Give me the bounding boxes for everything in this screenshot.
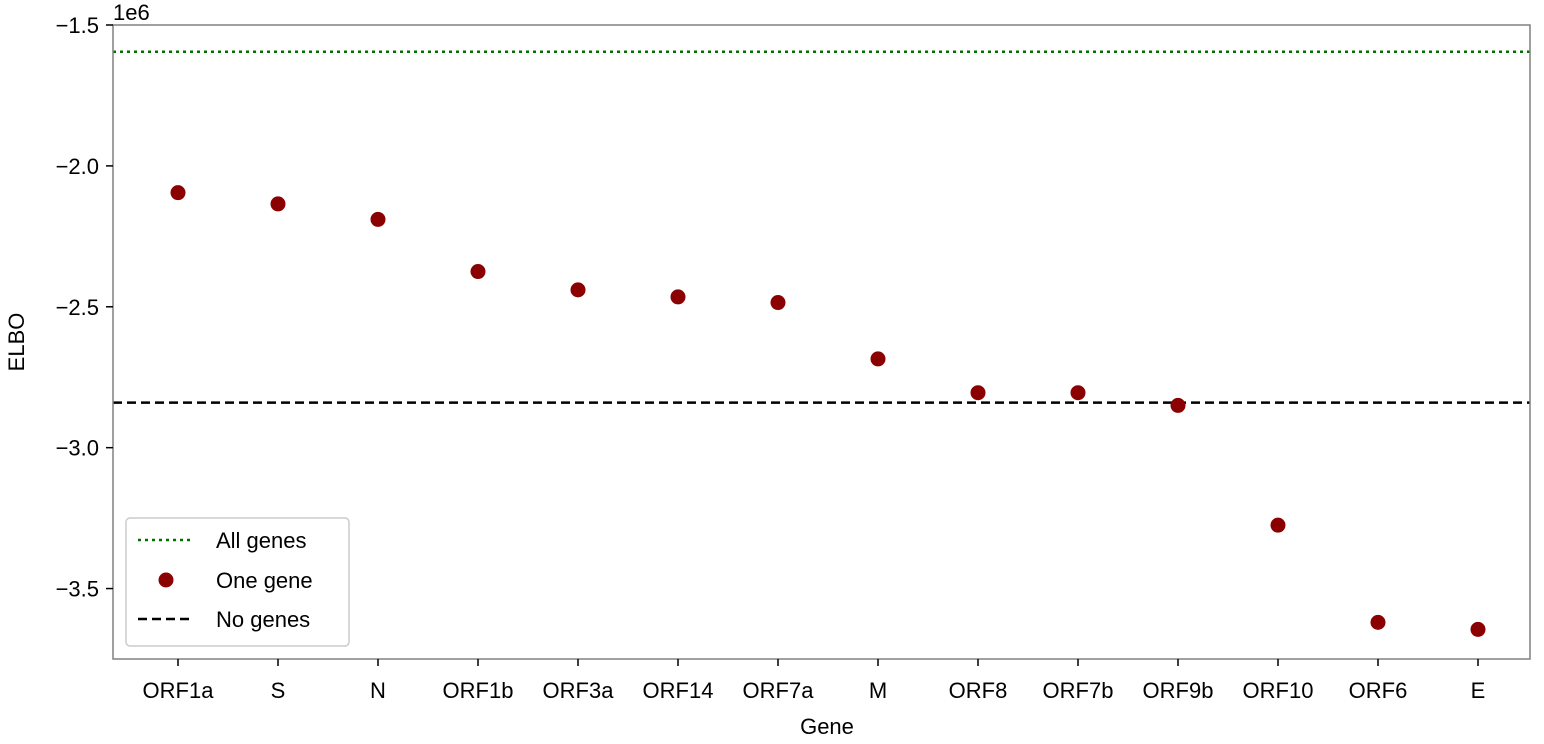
data-points <box>170 185 1486 637</box>
point-orf14 <box>670 289 686 305</box>
point-orf7b <box>1070 385 1086 401</box>
point-orf3a <box>570 282 586 298</box>
x-tick-label: ORF1a <box>143 678 215 703</box>
y-axis: −1.5 −2.0 −2.5 −3.0 −3.5 <box>56 13 113 602</box>
x-tick-label: ORF6 <box>1349 678 1408 703</box>
x-tick-label: S <box>271 678 286 703</box>
point-orf6 <box>1370 614 1386 630</box>
x-tick-label: ORF9b <box>1143 678 1214 703</box>
legend-swatch-one-gene <box>158 572 174 588</box>
point-orf1a <box>170 185 186 201</box>
x-tick-label: ORF7b <box>1043 678 1114 703</box>
y-axis-title: ELBO <box>4 313 29 372</box>
point-orf7a <box>770 295 786 311</box>
x-axis-title: Gene <box>800 714 854 739</box>
point-orf8 <box>970 385 986 401</box>
point-e <box>1470 621 1486 637</box>
x-tick-label: E <box>1471 678 1486 703</box>
x-tick-label: ORF7a <box>743 678 815 703</box>
x-axis: ORF1a S N ORF1b ORF3a ORF14 ORF7a M ORF8 ORF7b ORF… <box>143 659 1486 703</box>
y-offset-label: 1e6 <box>113 0 150 25</box>
y-tick-label: −2.0 <box>56 154 99 179</box>
legend-label-all-genes: All genes <box>216 528 307 553</box>
x-tick-label: M <box>869 678 887 703</box>
plot-frame <box>112 24 1531 660</box>
x-tick-label: ORF3a <box>543 678 615 703</box>
x-tick-label: ORF14 <box>643 678 714 703</box>
point-orf1b <box>470 264 486 280</box>
point-n <box>370 211 386 227</box>
legend-label-no-genes: No genes <box>216 607 310 632</box>
x-tick-label: N <box>370 678 386 703</box>
legend-label-one-gene: One gene <box>216 568 313 593</box>
x-tick-label: ORF1b <box>443 678 514 703</box>
y-tick-label: −1.5 <box>56 13 99 38</box>
y-tick-label: −3.5 <box>56 577 99 602</box>
y-tick-label: −2.5 <box>56 295 99 320</box>
legend: All genes One gene No genes <box>125 517 350 647</box>
point-orf10 <box>1270 517 1286 533</box>
x-tick-label: ORF8 <box>949 678 1008 703</box>
reference-lines <box>113 50 1530 404</box>
point-s <box>270 196 286 212</box>
point-m <box>870 351 886 367</box>
point-orf9b <box>1170 397 1186 413</box>
y-tick-label: −3.0 <box>56 436 99 461</box>
x-tick-label: ORF10 <box>1243 678 1314 703</box>
legend-box <box>125 517 350 647</box>
